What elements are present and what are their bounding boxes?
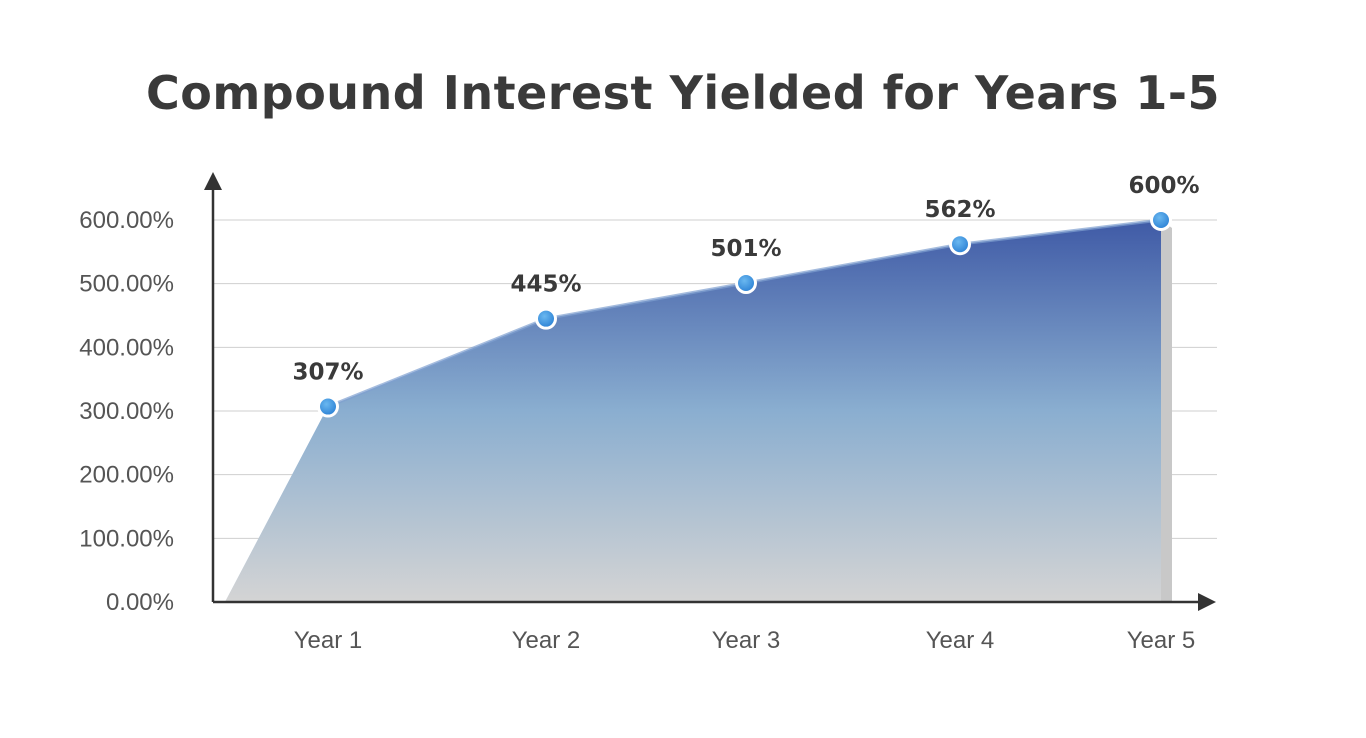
- y-tick-label: 200.00%: [79, 462, 174, 489]
- x-tick-label: Year 1: [294, 627, 363, 654]
- x-tick-label: Year 5: [1127, 627, 1196, 654]
- area-fill: [225, 220, 1161, 602]
- data-label: 600%: [1128, 173, 1199, 199]
- area-series: [225, 218, 1172, 602]
- y-tick-label: 300.00%: [79, 398, 174, 425]
- data-point: [738, 275, 754, 292]
- data-label: 307%: [292, 360, 363, 386]
- x-axis-arrow-icon: [1198, 593, 1216, 611]
- x-axis-tick-labels: Year 1 Year 2 Year 3 Year 4 Year 5: [294, 627, 1196, 654]
- y-tick-label: 500.00%: [79, 271, 174, 298]
- y-axis-arrow-icon: [204, 172, 222, 190]
- y-axis-tick-labels: 0.00% 100.00% 200.00% 300.00% 400.00% 500.00%…: [79, 207, 174, 616]
- data-point: [538, 310, 554, 327]
- data-point: [320, 398, 336, 415]
- x-tick-label: Year 2: [512, 627, 581, 654]
- data-label: 445%: [510, 272, 581, 298]
- y-tick-label: 0.00%: [106, 589, 174, 616]
- axes: [204, 172, 1216, 611]
- y-tick-label: 100.00%: [79, 525, 174, 552]
- y-tick-label: 600.00%: [79, 207, 174, 234]
- data-label: 562%: [924, 197, 995, 223]
- data-labels: 307% 445% 501% 562% 600%: [292, 173, 1199, 386]
- y-tick-label: 400.00%: [79, 334, 174, 361]
- data-label: 501%: [710, 236, 781, 262]
- data-point: [1153, 212, 1169, 228]
- data-markers: [317, 209, 1172, 418]
- data-point: [952, 236, 968, 253]
- x-tick-label: Year 4: [926, 627, 995, 654]
- area-right-edge: [1161, 220, 1172, 602]
- chart-title: Compound Interest Yielded for Years 1-5: [145, 66, 1221, 120]
- x-tick-label: Year 3: [712, 627, 781, 654]
